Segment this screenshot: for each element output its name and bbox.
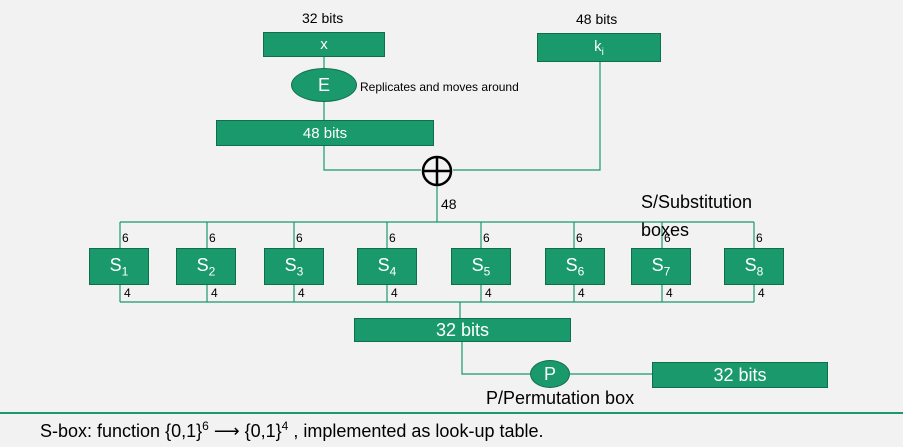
x-box-label: x — [320, 36, 328, 53]
sbox-output-bits: 4 — [211, 286, 218, 300]
sbox-input-bits: 6 — [296, 231, 303, 245]
sbox-3: S3 — [264, 248, 324, 285]
footer-note: S-box: function {0,1}6 ⟶ {0,1}4 , implem… — [40, 419, 544, 441]
xor-icon — [420, 154, 454, 188]
expanded-box-label: 48 bits — [302, 124, 348, 142]
sbox-label: S1 — [109, 254, 129, 279]
sbox-output-bits: 4 — [758, 286, 765, 300]
sbox-8: S8 — [724, 248, 784, 285]
output-box: 32 bits — [652, 362, 828, 388]
sbox-input-bits: 6 — [209, 231, 216, 245]
sbox-output-bits: 4 — [666, 286, 673, 300]
expanded-box: 48 bits — [216, 120, 434, 146]
xor-output-label: 48 — [441, 196, 457, 212]
sbox-4: S4 — [357, 248, 417, 285]
permutation-title: P/Permutation box — [486, 388, 635, 408]
sbox-label: S5 — [471, 254, 491, 279]
sbox-output-bits: 4 — [391, 286, 398, 300]
x-box: x — [263, 32, 385, 57]
combined-box: 32 bits — [354, 318, 571, 342]
combined-box-label: 32 bits — [435, 319, 490, 340]
output-box-label: 32 bits — [713, 364, 767, 385]
sbox-input-bits: 6 — [122, 231, 129, 245]
sboxes-title: S/Substitution boxes — [641, 192, 753, 240]
sbox-2: S2 — [176, 248, 236, 285]
sbox-input-bits: 6 — [389, 231, 396, 245]
expansion-note: Replicates and moves around — [360, 80, 519, 94]
sbox-label: S2 — [196, 254, 216, 279]
key-bits-label: 48 bits — [576, 11, 618, 27]
sbox-label: S8 — [744, 254, 764, 279]
sbox-output-bits: 4 — [485, 286, 492, 300]
sbox-input-bits: 6 — [664, 231, 671, 245]
footer-divider — [0, 412, 903, 414]
sbox-input-bits: 6 — [756, 231, 763, 245]
expansion-ellipse: E — [291, 68, 357, 102]
sbox-output-bits: 4 — [298, 286, 305, 300]
sbox-output-bits: 4 — [124, 286, 131, 300]
sbox-label: S4 — [377, 254, 397, 279]
input-bits-label: 32 bits — [302, 10, 344, 26]
permutation-ellipse: P — [530, 360, 570, 388]
sbox-1: S1 — [89, 248, 149, 285]
sbox-input-bits: 6 — [483, 231, 490, 245]
permutation-label: P — [543, 363, 556, 384]
sbox-output-bits: 4 — [578, 286, 585, 300]
sbox-label: S3 — [284, 254, 304, 279]
sbox-label: S6 — [565, 254, 585, 279]
sbox-5: S5 — [451, 248, 511, 285]
sbox-6: S6 — [545, 248, 605, 285]
key-box-label: ki — [594, 37, 604, 58]
sbox-label: S7 — [651, 254, 671, 279]
sbox-7: S7 — [631, 248, 691, 285]
key-box: ki — [537, 33, 661, 62]
sbox-input-bits: 6 — [576, 231, 583, 245]
expansion-label: E — [317, 74, 330, 95]
